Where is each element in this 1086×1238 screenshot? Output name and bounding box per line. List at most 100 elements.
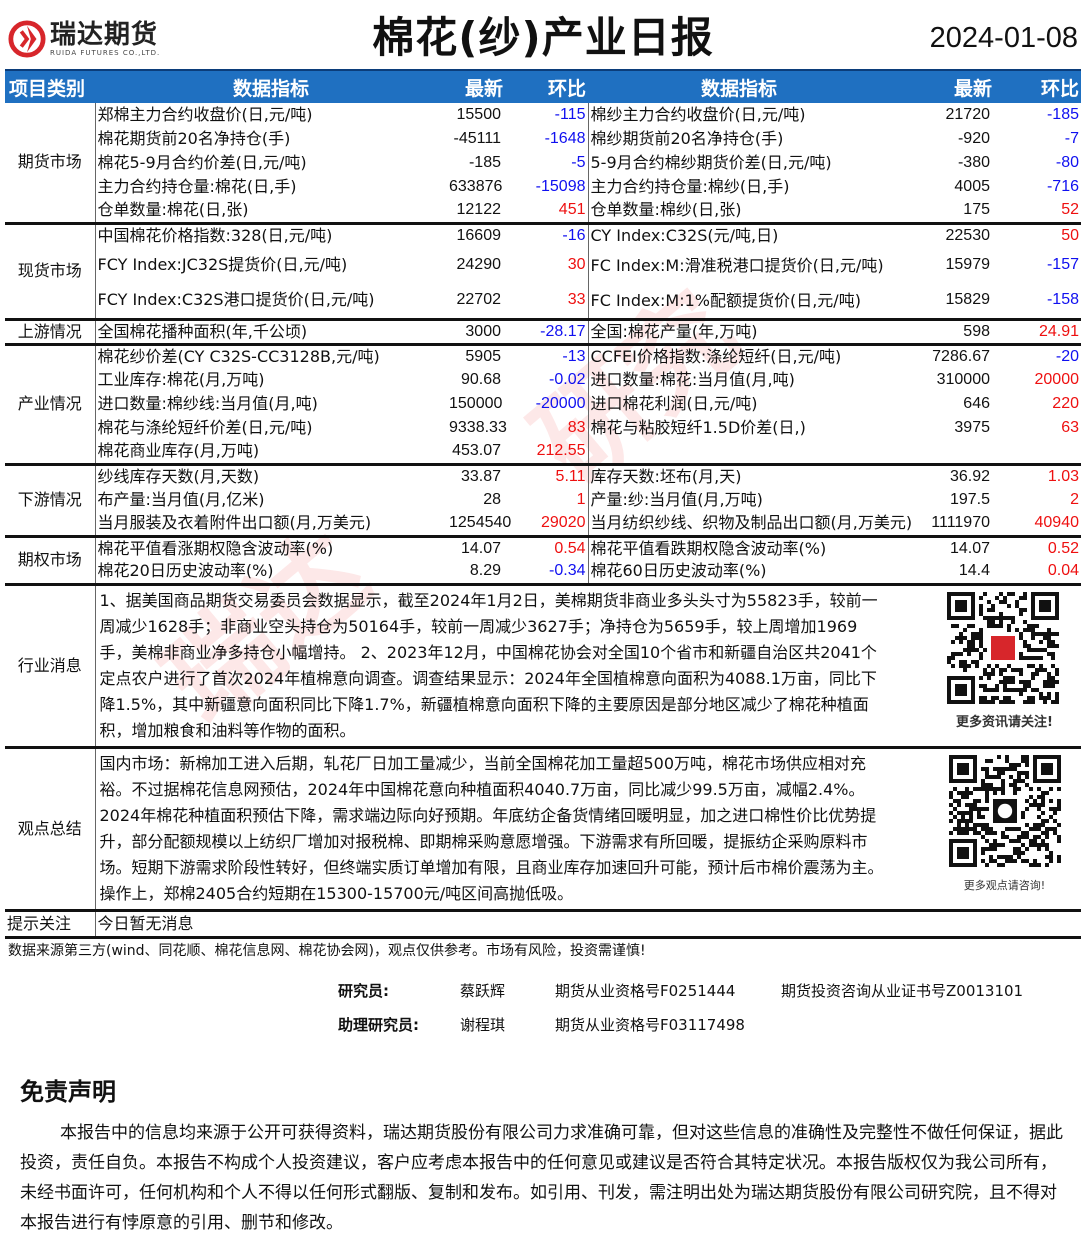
latest-value: 633876 (449, 178, 503, 195)
company-logo: 瑞达期货 RUIDA FUTURES CO.,LTD. (8, 20, 160, 58)
latest-value: -185 (468, 154, 501, 171)
change-value: 2 (1070, 491, 1079, 508)
latest-value: 5905 (447, 342, 503, 368)
metric-name: 主力合约持仓量:棉花(日,手) (97, 177, 297, 196)
table-row: 现货市场 中国棉花价格指数:328(日,元/吨) 16609 -16 CY Index:… (5, 221, 1081, 319)
notice-row: 提示关注 今日暂无消息 (5, 908, 1081, 939)
news-qr: 更多资讯请关注! (890, 582, 1081, 747)
latest-value: 15829 (945, 291, 991, 309)
table-row: 工业库存:棉花(月,万吨) 90.68 -0.02 进口数量:棉花:当月值(月,吨) 3… (5, 368, 1081, 392)
change-value: 83 (503, 416, 589, 440)
change-value: 451 (503, 199, 589, 223)
change-value: -16 (503, 221, 589, 247)
view-text: 国内市场：新棉加工进入后期，轧花厂日加工量减少，当前全国棉花加工量超500万吨，… (95, 745, 890, 910)
change-value: -80 (1055, 154, 1079, 171)
view-row: 观点总结 国内市场：新棉加工进入后期，轧花厂日加工量减少，当前全国棉花加工量超5… (5, 745, 1081, 910)
change-value: 50 (992, 221, 1081, 247)
logo-name: 瑞达期货 (50, 20, 159, 50)
latest-value: 1111970 (931, 514, 990, 532)
header-metric: 数据指标 (95, 69, 447, 103)
change-value: -157 (1046, 256, 1079, 273)
table-row: 上游情况 全国棉花播种面积(年,千公顷) 3000 -28.17 全国:棉花产量(年,万… (5, 317, 1081, 344)
category-cell: 上游情况 (5, 317, 96, 344)
metric-name: 布产量:当月值(月,亿米) (97, 490, 265, 509)
report-header: 瑞达期货 RUIDA FUTURES CO.,LTD. 棉花(纱)产业日报 20… (0, 0, 1086, 68)
metric-name: 郑棉主力合约收盘价(日,元/吨) (97, 105, 313, 124)
latest-value: 90.68 (460, 371, 501, 388)
latest-value: 3975 (954, 419, 990, 436)
change-value: -0.34 (503, 560, 589, 584)
latest-value: 33.87 (447, 462, 503, 488)
latest-value: 14.4 (958, 562, 990, 580)
table-row: 期货市场 郑棉主力合约收盘价(日,元/吨) 15500 -115 棉纱主力合约收盘价(日… (5, 103, 1081, 223)
latest-value: 310000 (936, 371, 990, 388)
researcher-name: 蔡跃辉 (460, 982, 506, 1000)
change-value: -716 (1046, 178, 1079, 195)
change-value: -1648 (503, 127, 589, 151)
table-row: 棉花5-9月合约价差(日,元/吨) -185 -5 5-9月合约棉纱期货价差(日,元/… (5, 151, 1081, 175)
change-value: -20000 (503, 392, 589, 416)
latest-value: 1254540 (449, 514, 512, 532)
table-row: 棉花商业库存(月,万吨) 453.07 212.55 (5, 440, 1081, 464)
news-text: 1、据美国商品期货交易委员会数据显示，截至2024年1月2日，美棉期货非商业多头… (95, 582, 890, 747)
category-cell: 下游情况 (5, 462, 96, 536)
data-source-note: 数据来源第三方(wind、同花顺、棉花信息网、棉花协会网)，观点仅供参考。市场有… (8, 943, 646, 959)
latest-value: -45111 (453, 130, 501, 147)
metric-name: 棉花与涤纶短纤价差(日,元/吨) (97, 418, 313, 437)
qr-caption: 更多观点请咨询! (963, 878, 1046, 892)
change-value: 5.11 (503, 462, 589, 488)
latest-value (890, 440, 992, 464)
latest-value: -920 (957, 130, 990, 147)
latest-value: 646 (963, 395, 990, 412)
metric-name: 棉花60日历史波动率(%) (590, 561, 767, 581)
change-value: 1.03 (992, 462, 1081, 488)
header-change-right: 环比 (992, 69, 1081, 103)
latest-value: 14.07 (447, 534, 503, 560)
metric-name: 仓单数量:棉纱(日,张) (590, 200, 742, 220)
researcher-label: 研究员: (338, 982, 389, 1000)
metric-name: FC Index:M:1%配额提货价(日,元/吨) (590, 290, 861, 310)
change-value: -185 (1046, 106, 1079, 123)
change-value: -13 (503, 342, 589, 368)
category-cell: 产业情况 (5, 342, 96, 464)
latest-value: 21720 (945, 106, 991, 123)
header-metric-right: 数据指标 (588, 69, 890, 103)
view-qr: 更多观点请咨询! (890, 745, 1081, 910)
notice-text: 今日暂无消息 (95, 908, 1081, 939)
latest-value: 22702 (456, 291, 502, 309)
metric-name: 进口数量:棉纱线:当月值(月,吨) (97, 394, 318, 413)
header-change: 环比 (503, 69, 588, 103)
table-row: 棉花20日历史波动率(%) 8.29 -0.34 棉花60日历史波动率(%) 14.4 0… (5, 560, 1081, 584)
qr-caption: 更多资讯请关注! (956, 714, 1053, 730)
change-value: 30 (503, 247, 589, 283)
news-row: 行业消息 1、据美国商品期货交易委员会数据显示，截至2024年1月2日，美棉期货… (5, 582, 1081, 747)
assistant-name: 谢程琪 (460, 1016, 506, 1034)
latest-value: 22530 (890, 221, 992, 247)
table-row: 棉花与涤纶短纤价差(日,元/吨) 9338.33 83 棉花与粘胶短纤1.5D价差(日… (5, 416, 1081, 440)
latest-value: 14.07 (890, 534, 992, 560)
view-category: 观点总结 (5, 745, 96, 910)
change-value: -5 (503, 151, 589, 175)
metric-name: 棉花商业库存(月,万吨) (97, 441, 260, 461)
latest-value: -380 (957, 154, 990, 171)
table-row: 下游情况 纱线库存天数(月,天数) 33.87 5.11 库存天数:坯布(月,天) 36.… (5, 462, 1081, 536)
change-value: 63 (1061, 419, 1079, 436)
change-value: 52 (1061, 201, 1079, 219)
change-value: 33 (503, 283, 589, 319)
report-date: 2024-01-08 (929, 22, 1078, 54)
metric-name: 棉花5-9月合约价差(日,元/吨) (97, 153, 307, 172)
metric-name: CCFEI价格指数:涤纶短纤(日,元/吨) (588, 342, 890, 368)
change-value: 29020 (503, 512, 589, 536)
latest-value: 4005 (954, 178, 990, 195)
change-value: 0.52 (992, 534, 1081, 560)
researcher-cert: 期货从业资格号F0251444 (555, 982, 736, 1000)
latest-value: 453.07 (452, 442, 501, 460)
change-value (992, 440, 1081, 464)
table-row: 棉花期货前20名净持仓(手) -45111 -1648 棉纱期货前20名净持仓(手) -… (5, 127, 1081, 151)
change-value: -20 (992, 342, 1081, 368)
change-value: 40940 (1034, 514, 1080, 532)
table-row: 产业情况 棉花纱价差(CY C32S-CC3128B,元/吨) 5905 -13 CCF… (5, 342, 1081, 464)
data-table: 项目类别 数据指标 最新 环比 数据指标 最新 环比 期货市场 郑棉主力合约收盘价… (5, 69, 1081, 939)
change-value: -158 (1046, 291, 1079, 309)
header-category: 项目类别 (5, 69, 95, 103)
